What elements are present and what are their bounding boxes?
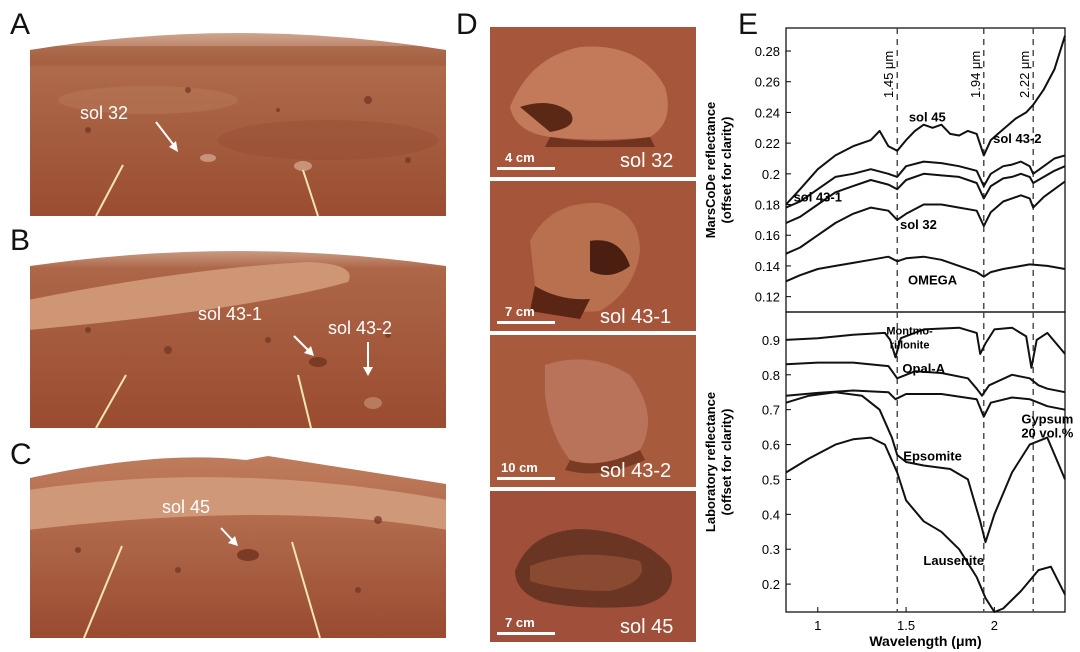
- top-series-1: [785, 154, 1066, 209]
- lab-ytick-label-1: 0.3: [762, 542, 780, 557]
- lab-ytick-label-0: 0.2: [762, 577, 780, 592]
- scale-bar-sol45: [497, 632, 555, 635]
- lab-series-2: [785, 389, 1066, 418]
- lab-ytick-label-6: 0.8: [762, 368, 780, 383]
- lab-ylabel-1: Laboratory reflectance: [703, 392, 718, 532]
- lab-xlabel: Wavelength (μm): [869, 633, 981, 649]
- top-ytick-label-3: 0.18: [755, 198, 780, 213]
- lab-series-label-2-1: 20 vol.%: [1021, 426, 1073, 441]
- top-series-3: [785, 180, 1066, 255]
- top-ytick-label-4: 0.2: [762, 167, 780, 182]
- lab-ytick-label-3: 0.5: [762, 472, 780, 487]
- top-ytick-label-1: 0.14: [755, 259, 780, 274]
- panorama-a: [30, 33, 446, 216]
- top-ytick-label-7: 0.26: [755, 75, 780, 90]
- lab-series-4: [785, 436, 1066, 613]
- lab-series-3: [785, 391, 1066, 544]
- top-series-label-2-0: sol 43-1: [794, 189, 842, 204]
- panel-letter-d: D: [456, 8, 478, 41]
- label-sol32-a: sol 32: [80, 103, 129, 123]
- lab-series-label-0-0: Montmo-: [886, 326, 933, 338]
- panel-letter-e: E: [738, 8, 759, 41]
- scale-text-sol43-2: 10 cm: [501, 460, 538, 475]
- thumb-sol32: [489, 26, 697, 178]
- thumb-sol45: [489, 490, 697, 643]
- top-ytick-label-0: 0.12: [755, 290, 780, 305]
- top-series-label-4-0: OMEGA: [908, 272, 958, 287]
- top-series-0: [785, 35, 1066, 206]
- panel-letter-b: B: [10, 224, 31, 257]
- thumb-sol43-1: [489, 180, 697, 332]
- lab-xtick-label-0: 1: [814, 618, 821, 633]
- lab-plot-frame: [785, 311, 1066, 613]
- top-marker-label-0: 1.45 μm: [881, 51, 896, 98]
- scale-bar-sol43-2: [497, 477, 555, 480]
- thumb-label-sol43-1: sol 43-1: [600, 306, 672, 328]
- top-ylabel-1: MarsCoDe reflectance: [703, 102, 718, 239]
- top-ylabel-2: (offset for clarity): [719, 117, 734, 224]
- panorama-c: [30, 456, 446, 638]
- spectra-chart: 0.120.140.160.180.20.220.240.260.28MarsC…: [703, 27, 1074, 649]
- thumb-label-sol32: sol 32: [620, 150, 674, 172]
- lab-series-1: [785, 361, 1066, 397]
- thumb-label-sol45: sol 45: [620, 616, 674, 638]
- scale-text-sol32: 4 cm: [505, 150, 535, 165]
- top-series-2: [785, 165, 1066, 224]
- lab-ylabel-2: (offset for clarity): [719, 409, 734, 516]
- top-marker-label-2: 2.22 μm: [1017, 51, 1032, 98]
- lab-series-label-1-0: Opal-A: [902, 361, 945, 376]
- lab-ytick-label-4: 0.6: [762, 438, 780, 453]
- scale-text-sol45: 7 cm: [505, 615, 535, 630]
- top-ytick-label-8: 0.28: [755, 44, 780, 59]
- lab-series-label-2-0: Gypsum: [1021, 412, 1073, 427]
- scale-bar-sol32: [497, 167, 555, 170]
- scale-text-sol43-1: 7 cm: [505, 304, 535, 319]
- panel-letter-a: A: [10, 8, 31, 41]
- label-sol43-2-b: sol 43-2: [328, 318, 393, 338]
- panorama-b: [30, 251, 446, 428]
- lab-ytick-label-5: 0.7: [762, 403, 780, 418]
- top-series-label-3-0: sol 32: [900, 217, 937, 232]
- panel-letter-c: C: [10, 438, 32, 471]
- top-series-4: [785, 255, 1066, 283]
- top-series-label-0-0: sol 45: [909, 110, 946, 125]
- top-series-label-1-0: sol 43-2: [993, 131, 1041, 146]
- lab-ytick-label-2: 0.4: [762, 507, 780, 522]
- top-spectra-plot: 0.12 0.14 0.16 0.18 0.2 0.22 0.24 0.26 0.28 MarsC…: [703, 27, 1066, 313]
- label-sol45-c: sol 45: [162, 497, 211, 517]
- lab-series-0: [785, 326, 1066, 369]
- label-sol43-1-b: sol 43-1: [198, 304, 263, 324]
- lab-xtick-label-2: 2: [991, 618, 998, 633]
- top-ytick-label-2: 0.16: [755, 228, 780, 243]
- top-ytick-label-5: 0.22: [755, 136, 780, 151]
- lab-series-label-4-0: Lausenite: [923, 553, 984, 568]
- top-ytick-label-6: 0.24: [755, 105, 780, 120]
- scale-bar-sol43-1: [497, 321, 555, 324]
- thumb-sol43-2: [489, 334, 697, 488]
- lab-series-label-3-0: Epsomite: [903, 448, 962, 463]
- lab-xtick-label-1: 1.5: [897, 618, 915, 633]
- lab-series-label-0-1: rillonite: [890, 340, 930, 352]
- lab-ytick-label-7: 0.9: [762, 333, 780, 348]
- lab-spectra-plot: 0.2 0.3 0.4 0.5 0.6 0.7 0.8 0.9 Laboratory refle…: [703, 311, 1074, 649]
- top-marker-label-1: 1.94 μm: [968, 51, 983, 98]
- thumb-label-sol43-2: sol 43-2: [600, 460, 672, 482]
